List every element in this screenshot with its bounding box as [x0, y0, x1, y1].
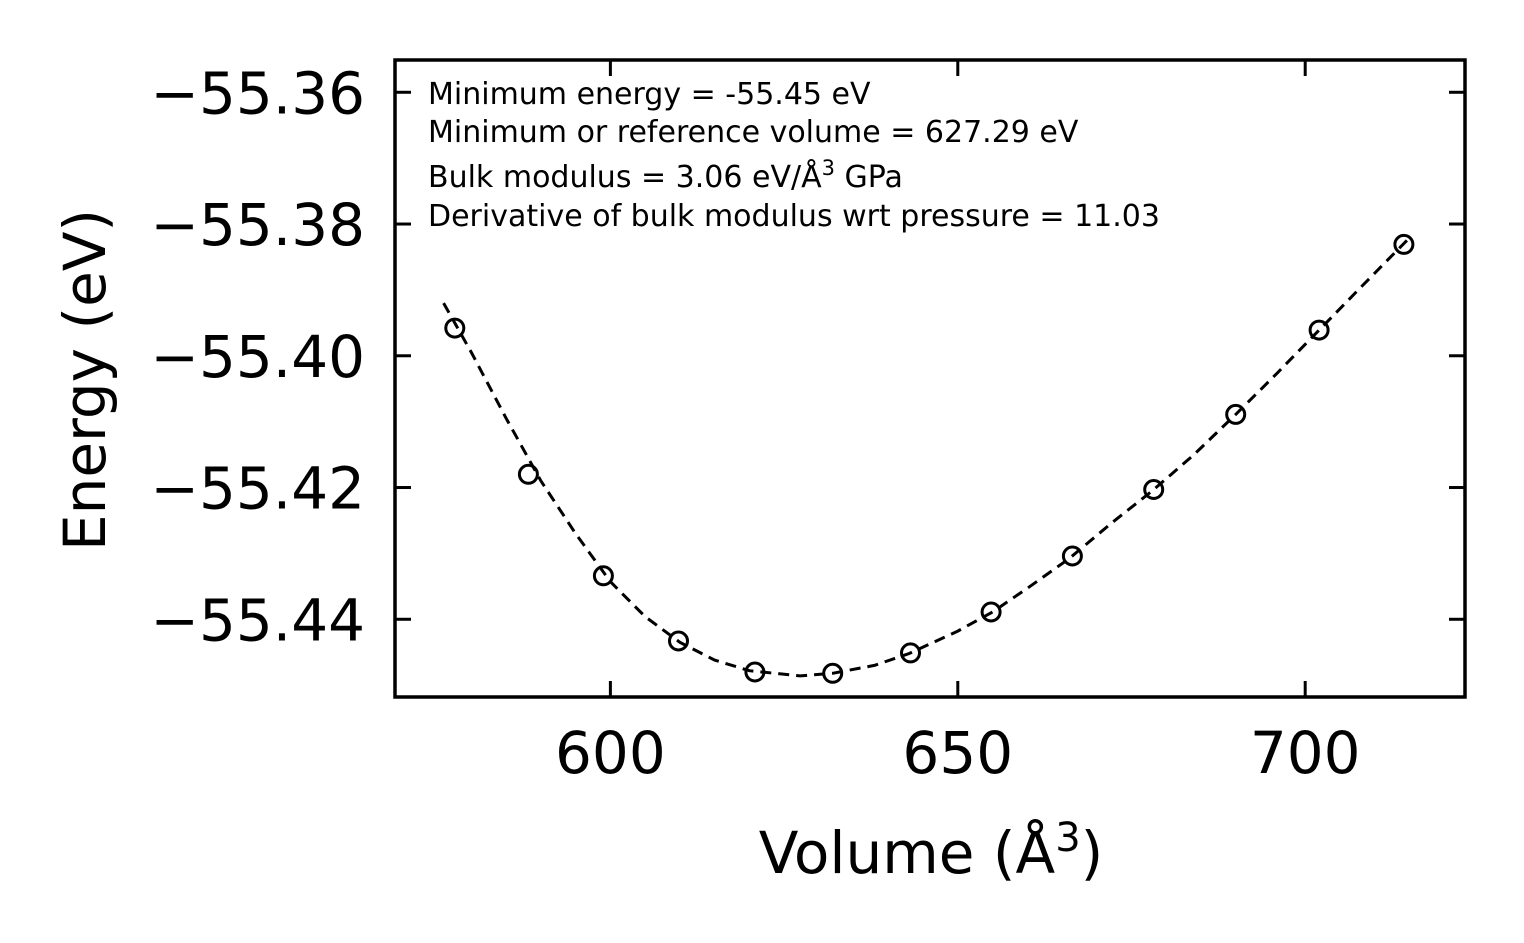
annotation-bulk-modulus-sup: 3	[822, 156, 835, 180]
y-tick-label--55.42: −55.42	[150, 455, 365, 523]
annotation-bulk-derivative: Derivative of bulk modulus wrt pressure …	[428, 199, 1160, 234]
data-point-12	[1308, 319, 1330, 341]
y-tick-label--55.38: −55.38	[150, 191, 365, 259]
annotation-bulk-modulus-text: Bulk modulus = 3.06 eV/Å	[428, 159, 822, 195]
fit-curve	[442, 236, 1411, 678]
data-point-6	[822, 662, 844, 684]
annotation-bulk-modulus-unit: GPa	[835, 160, 903, 195]
x-tick-label-700: 700	[1250, 719, 1361, 787]
y-tick-label--55.36: −55.36	[150, 59, 365, 127]
plot-frame	[393, 58, 1467, 699]
data-point-5	[744, 661, 766, 683]
ticks-layer: 600 650 700 −55.36 −55.38 −55.40 −55.42 −55.44	[150, 59, 1465, 787]
x-tick-label-600: 600	[555, 719, 666, 787]
y-tick-label--55.44: −55.44	[150, 586, 365, 654]
y-axis-title: Energy (eV)	[51, 209, 119, 551]
x-axis-title-sup: 3	[1055, 815, 1080, 861]
y-tick-label--55.4: −55.40	[150, 323, 365, 391]
data-point-11	[1225, 403, 1247, 425]
data-point-8	[980, 601, 1002, 623]
annotation-bulk-modulus: Bulk modulus = 3.06 eV/Å3 GPa	[428, 156, 903, 195]
annotation-min-volume: Minimum or reference volume = 627.29 eV	[428, 115, 1079, 150]
data-point-3	[592, 565, 614, 587]
data-point-2	[517, 463, 539, 485]
fit-curve-layer	[442, 236, 1411, 678]
data-point-1	[444, 317, 466, 339]
data-point-10	[1143, 479, 1165, 500]
x-tick-label-650: 650	[902, 719, 1013, 787]
x-axis-title-text: Volume (Å	[759, 818, 1056, 887]
data-point-13	[1393, 233, 1415, 255]
annotation-min-energy: Minimum energy = -55.45 eV	[428, 77, 871, 112]
annotation-block: Minimum energy = -55.45 eV Minimum or re…	[428, 77, 1160, 234]
x-axis-title: Volume (Å3)	[759, 815, 1104, 887]
data-point-4	[668, 630, 689, 652]
data-point-7	[900, 642, 921, 664]
data-point-9	[1061, 545, 1083, 567]
data-points-layer	[444, 233, 1415, 684]
x-axis-title-close: )	[1081, 819, 1104, 887]
